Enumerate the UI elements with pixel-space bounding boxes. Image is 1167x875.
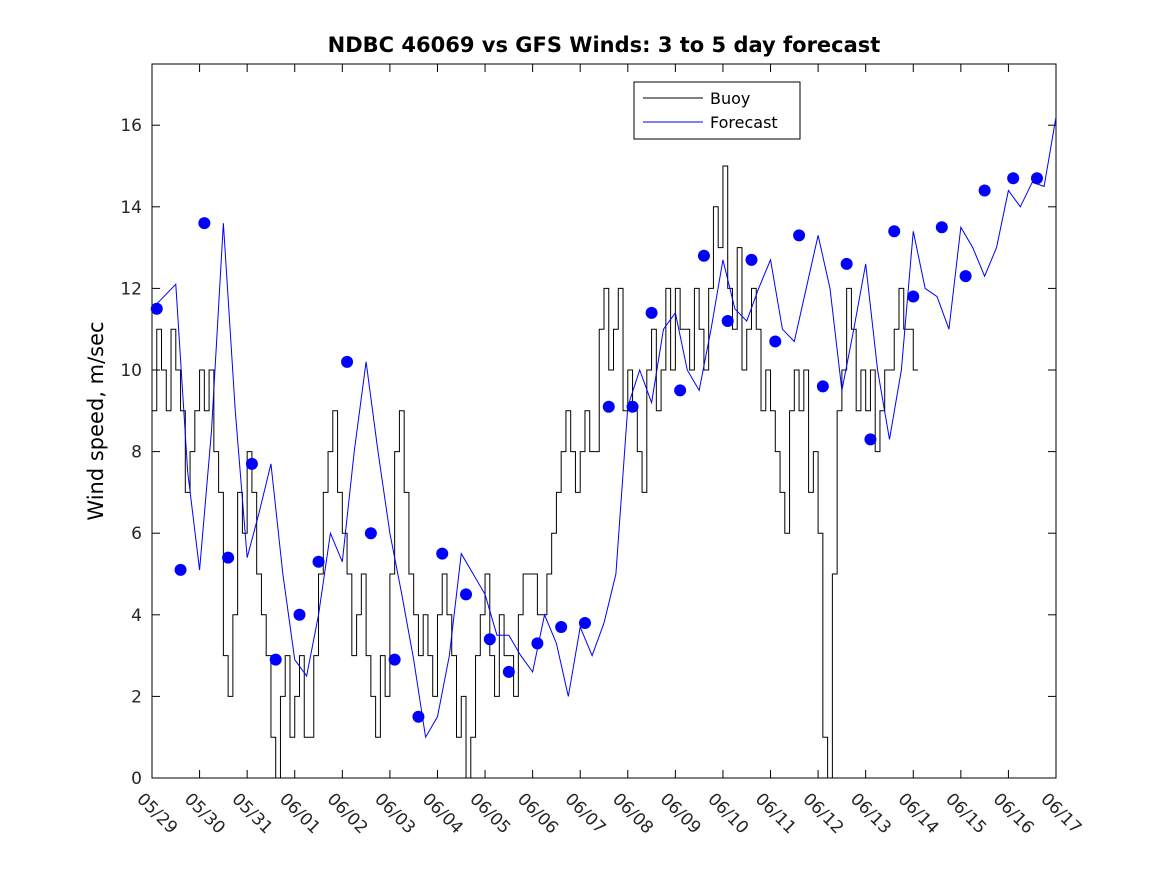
y-tick-label: 0: [131, 769, 142, 789]
buoy-series-group: [152, 165, 919, 779]
forecast-marker: [816, 380, 829, 393]
forecast-marker: [531, 637, 544, 650]
forecast-marker: [721, 315, 734, 328]
y-tick-label: 10: [120, 361, 142, 381]
forecast-marker: [864, 433, 877, 446]
forecast-marker: [269, 653, 282, 666]
forecast-marker: [364, 527, 377, 540]
forecast-marker: [198, 217, 211, 230]
forecast-marker: [460, 588, 473, 601]
forecast-marker: [769, 335, 782, 348]
forecast-marker: [978, 184, 991, 197]
forecast-marker: [793, 229, 806, 242]
legend-label-buoy: Buoy: [710, 89, 750, 108]
forecast-marker: [674, 384, 687, 397]
forecast-marker: [502, 665, 515, 678]
forecast-marker: [150, 302, 163, 315]
legend-label-forecast: Forecast: [710, 113, 778, 132]
forecast-series-group: [151, 116, 1057, 739]
forecast-series-line: [151, 116, 1057, 739]
forecast-marker: [840, 257, 853, 270]
y-tick-label: 14: [120, 198, 142, 218]
y-axis: 0 2 4 6 8 10 12 14 16: [120, 116, 1056, 789]
forecast-marker: [222, 551, 235, 564]
forecast-marker: [245, 457, 258, 470]
forecast-marker: [483, 633, 496, 646]
forecast-marker: [341, 355, 354, 368]
y-tick-label: 2: [131, 687, 142, 707]
y-tick-label: 16: [120, 116, 142, 136]
forecast-marker: [412, 710, 425, 723]
legend: Buoy Forecast: [633, 81, 801, 140]
forecast-marker: [626, 400, 639, 413]
forecast-marker: [745, 253, 758, 266]
axes-frame: [151, 63, 1057, 779]
forecast-marker: [1030, 172, 1043, 185]
forecast-marker: [602, 400, 615, 413]
forecast-marker: [888, 225, 901, 238]
y-tick-label: 4: [131, 606, 142, 626]
forecast-marker: [1007, 172, 1020, 185]
forecast-markers-group: [150, 172, 1043, 723]
forecast-marker: [174, 563, 187, 576]
y-tick-label: 6: [131, 524, 142, 544]
forecast-marker: [312, 555, 325, 568]
forecast-marker: [959, 270, 972, 283]
forecast-marker: [293, 608, 306, 621]
forecast-marker: [388, 653, 401, 666]
forecast-marker: [697, 249, 710, 262]
y-axis-label: Wind speed, m/sec: [84, 321, 108, 520]
forecast-marker: [578, 616, 591, 629]
y-tick-label: 12: [120, 279, 142, 299]
legend-box: [633, 81, 801, 140]
forecast-marker: [645, 306, 658, 319]
chart-title: NDBC 46069 vs GFS Winds: 3 to 5 day fore…: [328, 33, 881, 57]
forecast-marker: [907, 290, 920, 303]
y-tick-label: 8: [131, 443, 142, 463]
plot-area: [151, 63, 1057, 779]
buoy-series-line: [152, 165, 919, 779]
forecast-marker: [555, 621, 568, 634]
forecast-marker: [436, 547, 449, 560]
forecast-marker: [935, 221, 948, 234]
